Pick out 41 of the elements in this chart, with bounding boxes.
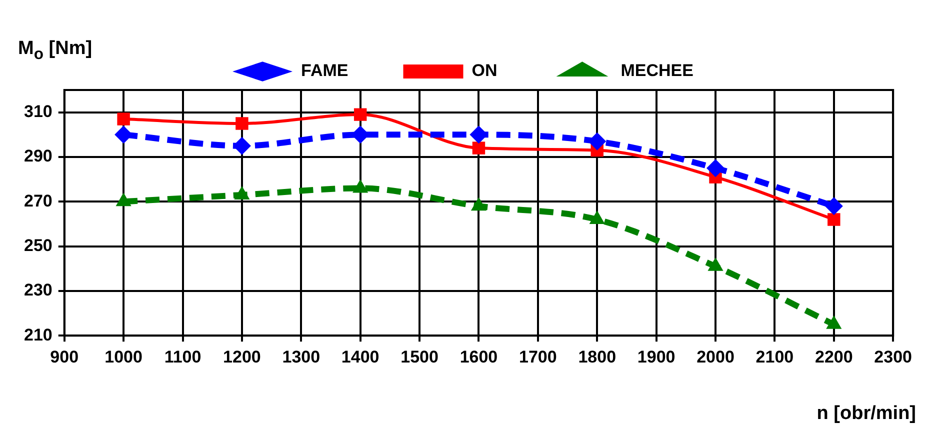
y-tick-label: 250 bbox=[24, 236, 52, 255]
point bbox=[826, 315, 842, 329]
x-tick-label: 1600 bbox=[460, 347, 498, 366]
point bbox=[588, 132, 606, 150]
x-tick-label: 900 bbox=[50, 347, 79, 366]
y-axis-title: M$_{o}$ [Nm] bbox=[18, 38, 92, 64]
x-axis-title: n [obr/min] bbox=[816, 403, 916, 425]
point bbox=[589, 210, 605, 224]
x-tick-label: 2100 bbox=[756, 347, 794, 366]
point bbox=[352, 179, 368, 193]
x-tick-label: 1500 bbox=[400, 347, 438, 366]
y-tick-label: 230 bbox=[24, 280, 52, 300]
point bbox=[470, 197, 487, 211]
x-tick-label: 1100 bbox=[164, 347, 202, 366]
x-tick-label: 1700 bbox=[519, 347, 557, 366]
x-tick-label: 1400 bbox=[341, 347, 380, 366]
point bbox=[828, 213, 840, 226]
point bbox=[706, 159, 725, 178]
x-tick-label: 1800 bbox=[578, 347, 616, 366]
point bbox=[824, 197, 843, 216]
x-tick-label: 2300 bbox=[874, 347, 912, 366]
y-tick-label: 270 bbox=[24, 191, 52, 210]
point bbox=[472, 142, 486, 154]
point bbox=[236, 117, 248, 130]
y-tick-label: 290 bbox=[24, 146, 52, 166]
legend-label: FAME bbox=[301, 61, 348, 80]
y-tick-label: 310 bbox=[24, 102, 52, 122]
point bbox=[354, 108, 367, 121]
x-tick-label: 1000 bbox=[104, 347, 142, 366]
point bbox=[117, 112, 130, 126]
point bbox=[116, 192, 132, 206]
legend-label: MECHEE bbox=[620, 61, 694, 80]
x-tick-label: 1900 bbox=[637, 347, 676, 366]
legend-label: ON bbox=[472, 61, 498, 80]
x-tick-label: 2200 bbox=[814, 347, 853, 366]
point bbox=[234, 186, 250, 200]
x-tick-label: 1300 bbox=[282, 347, 320, 366]
y-tick-label: 210 bbox=[24, 325, 52, 344]
x-tick-label: 2000 bbox=[696, 347, 734, 366]
point bbox=[708, 257, 724, 271]
x-tick-label: 1200 bbox=[223, 347, 261, 366]
